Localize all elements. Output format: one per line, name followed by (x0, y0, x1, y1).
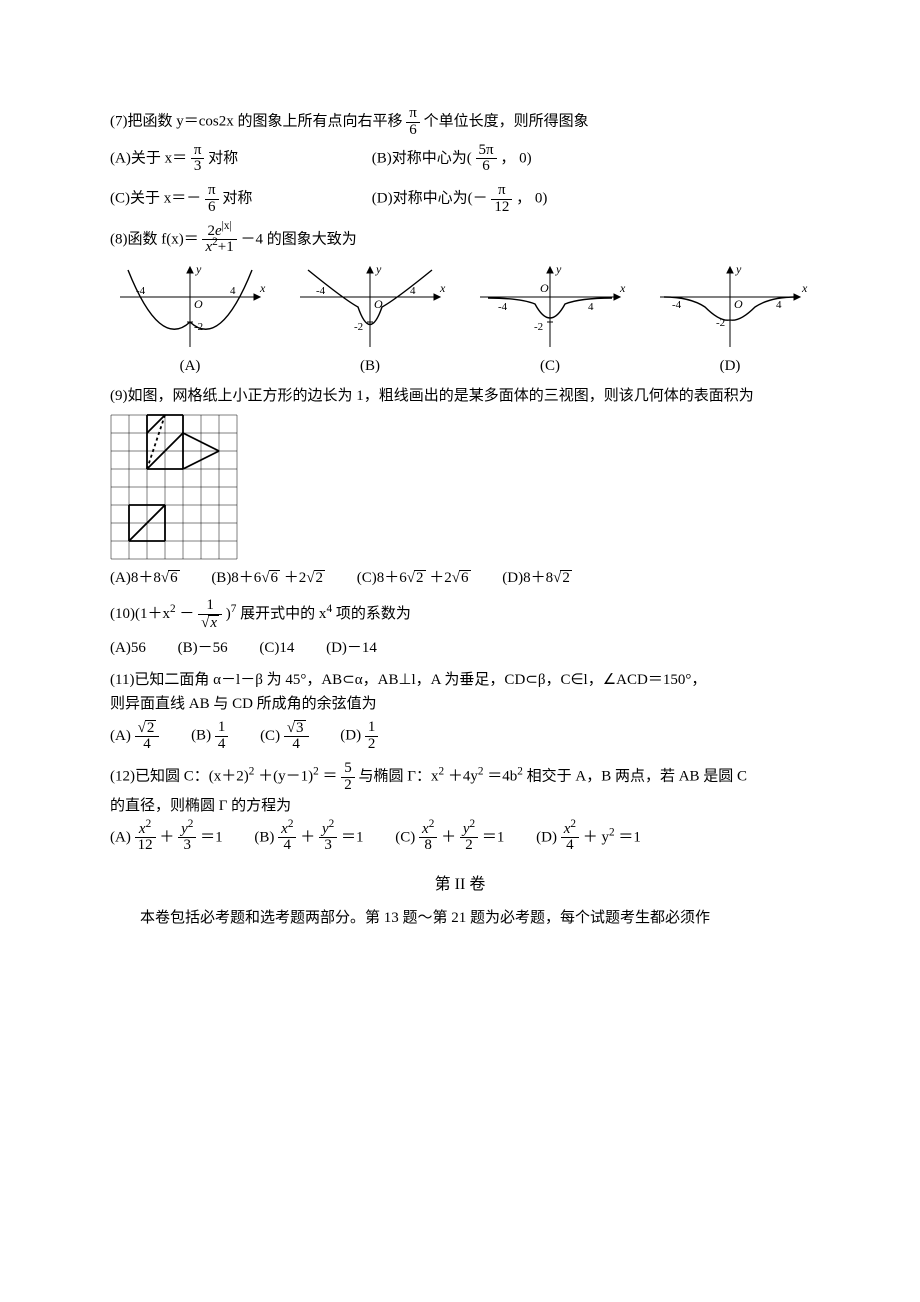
q7-stem-a: (7)把函数 y＝cos2x 的图象上所有点向右平移 (110, 114, 403, 130)
q8-chart-b: y x O -4 4 -2 (B) (290, 262, 450, 378)
q7-stem-b: 个单位长度，则所得图象 (424, 114, 589, 130)
svg-text:y: y (375, 262, 382, 276)
question-7: (7)把函数 y＝cos2x 的图象上所有点向右平移 π 6 个单位长度，则所得… (110, 106, 810, 139)
section-2-para: 本卷包括必考题和选考题两部分。第 13 题～第 21 题为必考题，每个试题考生都… (110, 906, 810, 930)
section-2-title: 第 II 卷 (110, 872, 810, 898)
q12-options: (A) x212 ＋ y23 ＝1 (B) x24 ＋ y23 ＝1 (C) x… (110, 822, 810, 855)
svg-text:x: x (801, 281, 808, 295)
svg-text:4: 4 (588, 301, 594, 313)
question-10: (10)(1＋x2 － 1 x )7 展开式中的 x4 项的系数为 (110, 598, 810, 632)
q9-figure (110, 414, 810, 560)
svg-text:-2: -2 (534, 321, 543, 333)
q8-frac: 2e|x| x2+1 (202, 224, 236, 257)
q7-options-row1: (A)关于 x＝ π3 对称 (B)对称中心为( 5π6 ， 0) (110, 143, 810, 176)
q8-chart-c: y x O -4 4 -2 (C) (470, 262, 630, 378)
svg-text:-4: -4 (316, 285, 326, 297)
svg-text:y: y (735, 262, 742, 276)
svg-text:4: 4 (230, 285, 236, 297)
svg-text:-2: -2 (354, 321, 363, 333)
question-8: (8)函数 f(x)＝ 2e|x| x2+1 －4 的图象大致为 (110, 224, 810, 257)
svg-text:-4: -4 (498, 301, 508, 313)
svg-text:x: x (259, 281, 266, 295)
svg-text:x: x (439, 281, 446, 295)
svg-text:O: O (734, 297, 743, 311)
q8-chart-a: y x O -4 4 -2 (A) (110, 262, 270, 378)
question-11: (11)已知二面角 α－l－β 为 45°，AB⊂α，AB⊥l，A 为垂足，CD… (110, 668, 810, 716)
svg-text:O: O (194, 297, 203, 311)
question-12: (12)已知圆 C：(x＋2)2 ＋(y－1)2 ＝ 52 与椭圆 Γ：x2 ＋… (110, 761, 810, 818)
q8-charts: y x O -4 4 -2 (A) y x O -4 4 -2 (B) (110, 262, 810, 378)
q10-options: (A)56 (B)－56 (C)14 (D)－14 (110, 636, 810, 660)
q8-chart-d: y x O -4 4 -2 (D) (650, 262, 810, 378)
svg-text:4: 4 (776, 299, 782, 311)
q7-options-row2: (C)关于 x＝－ π6 对称 (D)对称中心为(－ π12 ， 0) (110, 183, 810, 216)
q7-shift-frac: π 6 (406, 106, 420, 139)
svg-text:y: y (195, 262, 202, 276)
question-9: (9)如图，网格纸上小正方形的边长为 1，粗线画出的是某多面体的三视图，则该几何… (110, 384, 810, 408)
q9-options: (A)8＋86 (B)8＋66 ＋22 (C)8＋62 ＋26 (D)8＋82 (110, 566, 810, 590)
svg-text:-4: -4 (672, 299, 682, 311)
svg-text:y: y (555, 262, 562, 276)
svg-text:x: x (619, 281, 626, 295)
svg-text:O: O (540, 281, 549, 295)
q11-options: (A) 24 (B) 14 (C) 34 (D) 12 (110, 720, 810, 754)
svg-text:-2: -2 (194, 321, 203, 333)
